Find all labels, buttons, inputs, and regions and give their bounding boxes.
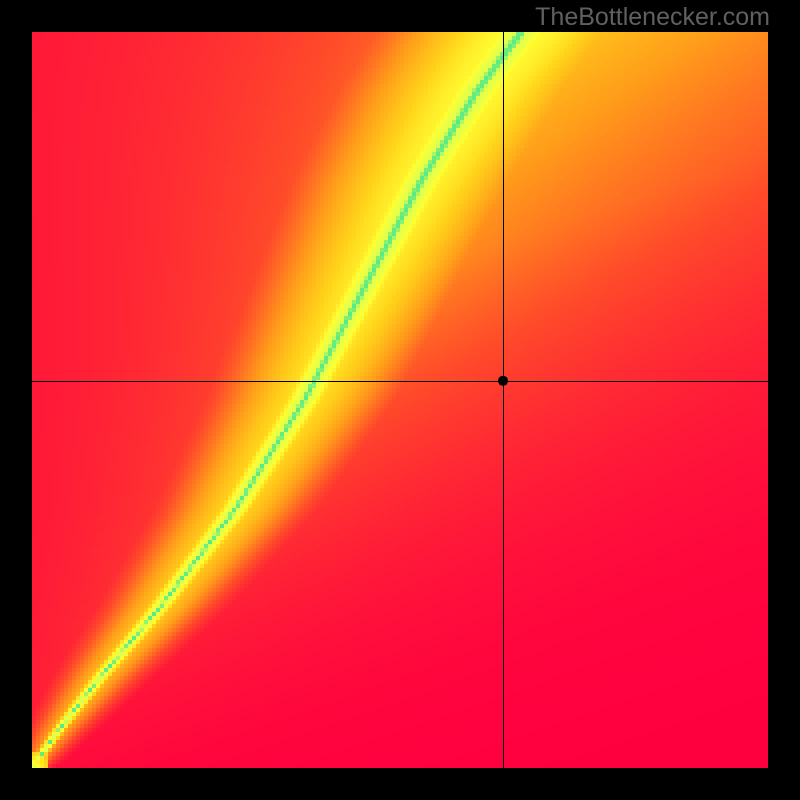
crosshair-overlay-canvas bbox=[0, 0, 800, 800]
chart-container: { "watermark": { "text": "TheBottlenecke… bbox=[0, 0, 800, 800]
watermark-text: TheBottlenecker.com bbox=[535, 3, 770, 32]
